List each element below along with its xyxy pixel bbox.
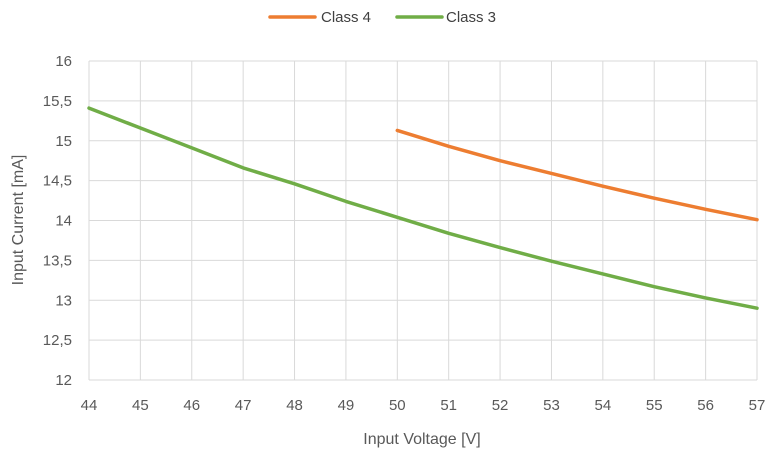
x-tick-label: 52 (492, 397, 509, 414)
x-tick-label: 46 (183, 397, 200, 414)
legend-item: Class 4 (268, 9, 371, 26)
legend-item: Class 3 (395, 9, 496, 26)
x-tick-label: 53 (543, 397, 560, 414)
series-lines (87, 106, 759, 310)
x-tick-label: 54 (595, 397, 612, 414)
legend-label: Class 3 (446, 9, 496, 26)
x-tick-label: 49 (338, 397, 355, 414)
x-tick-label: 50 (389, 397, 406, 414)
legend-label: Class 4 (321, 9, 371, 26)
x-tick-label: 55 (646, 397, 663, 414)
y-axis-ticks: 12 12,5 13 13,5 14 14,5 15 15,5 16 (43, 53, 72, 389)
series-line-1 (395, 128, 759, 222)
y-tick-label: 15,5 (43, 93, 72, 110)
x-tick-label: 51 (440, 397, 457, 414)
x-tick-label: 57 (749, 397, 766, 414)
y-tick-label: 16 (55, 53, 72, 70)
y-tick-label: 14,5 (43, 173, 72, 190)
x-axis-title: Input Voltage [V] (363, 431, 480, 448)
x-tick-label: 56 (697, 397, 714, 414)
x-tick-label: 47 (235, 397, 252, 414)
x-axis-ticks: 44 45 46 47 48 49 50 51 52 53 54 55 56 57 (81, 397, 766, 414)
y-tick-label: 13 (55, 292, 72, 309)
legend: Class 4 Class 3 (268, 9, 496, 26)
y-tick-label: 12,5 (43, 332, 72, 349)
y-tick-label: 12 (55, 372, 72, 389)
y-tick-label: 13,5 (43, 252, 72, 269)
y-axis-title: Input Current [mA] (10, 155, 27, 286)
x-tick-label: 48 (286, 397, 303, 414)
series-line-2 (87, 106, 759, 310)
x-tick-label: 45 (132, 397, 149, 414)
y-tick-label: 15 (55, 133, 72, 150)
y-tick-label: 14 (55, 213, 72, 230)
x-tick-label: 44 (81, 397, 98, 414)
gridlines (88, 60, 758, 381)
